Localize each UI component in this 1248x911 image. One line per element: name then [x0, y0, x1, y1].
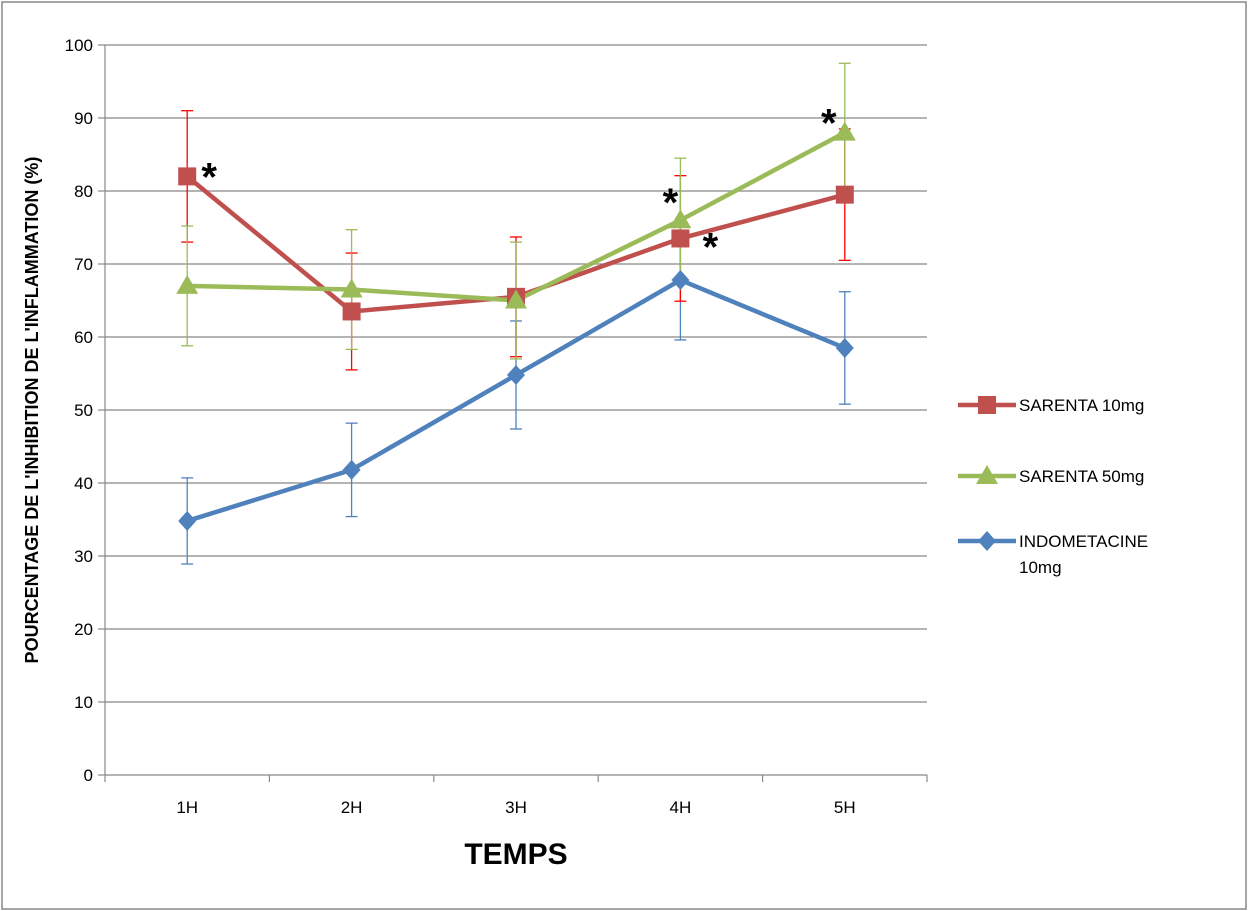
y-tick-label: 60 — [74, 328, 93, 347]
legend-marker — [976, 465, 998, 484]
data-point — [505, 289, 527, 309]
legend-label-line: 10mg — [1019, 558, 1062, 577]
legend: SARENTA 10mg SARENTA 50mg INDOMETACINE 10mg — [958, 396, 1148, 577]
y-tick-label: 100 — [65, 36, 93, 55]
y-axis-title: POURCENTAGE DE L'INHIBITION DE L'INFLAMM… — [22, 157, 42, 664]
y-tick-label: 90 — [74, 109, 93, 128]
y-tick-label: 50 — [74, 401, 93, 420]
legend-label: SARENTA 10mg — [1019, 396, 1144, 415]
data-point — [833, 121, 856, 141]
legend-item: INDOMETACINE 10mg — [958, 531, 1148, 577]
x-tick-label: 1H — [176, 798, 198, 817]
axes — [98, 44, 928, 782]
data-point — [342, 302, 361, 321]
legend-item: SARENTA 50mg — [958, 465, 1144, 486]
legend-label: SARENTA 50mg — [1019, 467, 1144, 486]
data-point — [340, 278, 363, 298]
data-point — [671, 229, 690, 248]
significance-asterisk: * — [703, 225, 719, 269]
error-bars — [181, 62, 851, 565]
legend-marker — [978, 396, 996, 414]
y-tick-label: 30 — [74, 547, 93, 566]
data-point — [178, 510, 197, 531]
y-tick-label: 40 — [74, 474, 93, 493]
x-tick-label: 5H — [834, 798, 856, 817]
legend-item: SARENTA 10mg — [958, 396, 1144, 415]
y-tick-label: 80 — [74, 182, 93, 201]
legend-marker — [978, 531, 996, 551]
data-point — [342, 459, 361, 480]
y-tick-label: 70 — [74, 255, 93, 274]
y-tick-label: 10 — [74, 693, 93, 712]
significance-annotations: * * * * — [201, 102, 837, 270]
significance-asterisk: * — [821, 102, 837, 146]
x-tick-label: 2H — [341, 798, 363, 817]
y-tick-label: 0 — [84, 766, 93, 785]
x-tick-labels: 1H 2H 3H 4H 5H — [176, 798, 855, 817]
y-tick-label: 20 — [74, 620, 93, 639]
significance-asterisk: * — [201, 155, 217, 199]
legend-label: INDOMETACINE 10mg — [1019, 532, 1148, 577]
data-point — [835, 337, 854, 358]
series-markers — [176, 121, 856, 531]
data-point — [671, 270, 690, 291]
legend-label-line: INDOMETACINE — [1019, 532, 1148, 551]
x-axis-title: TEMPS — [464, 838, 567, 871]
data-point — [507, 364, 525, 385]
data-point — [176, 274, 199, 294]
data-point — [835, 185, 854, 204]
x-tick-label: 4H — [670, 798, 692, 817]
y-tick-labels: 0 10 20 30 40 50 60 70 80 90 100 — [65, 36, 93, 785]
data-point — [669, 209, 692, 229]
x-tick-label: 3H — [505, 798, 527, 817]
data-point — [178, 167, 197, 186]
significance-asterisk: * — [663, 181, 679, 225]
